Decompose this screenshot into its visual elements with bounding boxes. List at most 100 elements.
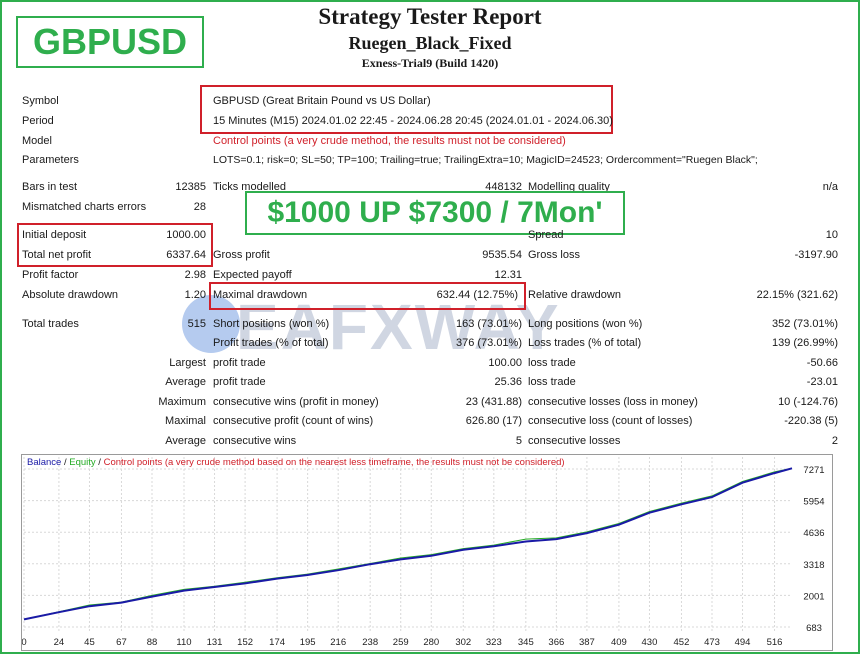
netprofit-label: Total net profit — [22, 249, 92, 261]
ticks-value: 448132 — [485, 181, 522, 193]
period-label: Period — [22, 115, 54, 127]
largest-pt-label: profit trade — [213, 357, 266, 369]
netprofit-value: 6337.64 — [166, 249, 206, 261]
x-tick-label: 45 — [84, 637, 95, 648]
maxdd-label: Maximal drawdown — [213, 289, 308, 301]
x-tick-label: 238 — [362, 637, 378, 648]
maxdd-value: 632.44 (12.75%) — [436, 289, 518, 301]
model-value: Control points (a very crude method, the… — [213, 135, 566, 147]
long-label: Long positions (won %) — [528, 318, 643, 330]
x-tick-label: 259 — [393, 637, 409, 648]
profittrades-value: 376 (73.01%) — [455, 337, 522, 349]
largest-label: Largest — [169, 357, 206, 369]
trades-value: 515 — [187, 318, 206, 330]
max-cl-value: 10 (-124.76) — [778, 396, 838, 408]
pair-badge: GBPUSD — [16, 16, 204, 68]
expert-name: Ruegen_Black_Fixed — [348, 33, 512, 53]
x-tick-label: 131 — [207, 637, 223, 648]
long-value: 352 (73.01%) — [771, 318, 838, 330]
balance-line — [23, 467, 793, 621]
x-tick-label: 409 — [611, 637, 627, 648]
average-pt-label: profit trade — [213, 376, 266, 388]
avg-label: Average — [165, 435, 206, 447]
x-tick-label: 280 — [423, 637, 439, 648]
payoff-label: Expected payoff — [213, 269, 292, 281]
maximal-cp-value: 626.80 (17) — [465, 415, 522, 427]
profittrades-label: Profit trades (% of total) — [213, 337, 329, 349]
maximal-cl-value: -220.38 (5) — [784, 415, 838, 427]
avg-cw-value: 5 — [515, 435, 522, 447]
x-tick-label: 24 — [54, 637, 65, 648]
legend-equity: Equity — [69, 457, 96, 468]
quality-label: Modelling quality — [528, 181, 610, 193]
x-tick-label: 110 — [176, 637, 191, 648]
legend-sep1: / — [61, 457, 70, 468]
grossloss-value: -3197.90 — [794, 249, 838, 261]
y-tick-label: 2001 — [803, 591, 824, 602]
x-tick-label: 366 — [548, 637, 564, 648]
x-tick-label: 452 — [674, 637, 690, 648]
largest-lt-label: loss trade — [528, 357, 576, 369]
maximum-label: Maximum — [158, 396, 206, 408]
maximal-cp-label: consecutive profit (count of wins) — [213, 415, 374, 427]
legend-note: Control points (a very crude method base… — [103, 457, 565, 468]
max-cl-label: consecutive losses (loss in money) — [528, 396, 698, 408]
x-tick-label: 88 — [147, 637, 158, 648]
x-tick-label: 174 — [269, 637, 285, 648]
x-tick-label: 0 — [22, 637, 27, 648]
payoff-value: 12.31 — [494, 269, 522, 281]
largest-pt-value: 100.00 — [488, 357, 522, 369]
average-lt-value: -23.01 — [806, 376, 838, 388]
balance-chart-svg: 0 24 45 67 88 110 131 152 174 195 216 238 259 280 302 3… — [21, 457, 825, 648]
bars-label: Bars in test — [22, 181, 78, 193]
symbol-label: Symbol — [22, 95, 59, 107]
max-cw-label: consecutive wins (profit in money) — [213, 396, 379, 408]
x-tick-label: 152 — [237, 637, 253, 648]
losstrades-value: 139 (26.99%) — [771, 337, 838, 349]
period-value: 15 Minutes (M15) 2024.01.02 22:45 - 2024… — [213, 115, 613, 127]
avg-cl-value: 2 — [831, 435, 838, 447]
x-tick-label: 473 — [704, 637, 720, 648]
short-label: Short positions (won %) — [213, 318, 330, 330]
y-tick-label: 4636 — [803, 528, 824, 539]
max-cw-value: 23 (431.88) — [465, 396, 522, 408]
symbol-period-highlight — [200, 85, 613, 134]
deposit-profit-highlight — [17, 223, 213, 267]
watermark-logo-icon — [182, 295, 240, 353]
absdd-label: Absolute drawdown — [22, 289, 119, 301]
y-tick-label: 5954 — [803, 497, 824, 508]
symbol-value: GBPUSD (Great Britain Pound vs US Dollar… — [213, 95, 431, 107]
largest-lt-value: -50.66 — [806, 357, 838, 369]
pf-value: 2.98 — [184, 269, 206, 281]
ticks-label: Ticks modelled — [213, 181, 286, 193]
grossloss-label: Gross loss — [528, 249, 580, 261]
x-tick-label: 516 — [767, 637, 783, 648]
deposit-value: 1000.00 — [166, 229, 206, 241]
balance-chart: 0 24 45 67 88 110 131 152 174 195 216 238 259 280 302 3… — [21, 454, 833, 651]
x-tick-label: 216 — [330, 637, 346, 648]
x-tick-label: 345 — [518, 637, 534, 648]
x-tick-label: 302 — [455, 637, 471, 648]
y-tick-label: 3318 — [803, 560, 824, 571]
parameters-label: Parameters — [22, 154, 79, 166]
quality-value: n/a — [822, 181, 838, 193]
losstrades-label: Loss trades (% of total) — [528, 337, 642, 349]
x-tick-label: 67 — [116, 637, 127, 648]
maximal-label: Maximal — [165, 415, 206, 427]
server-build: Exness-Trial9 (Build 1420) — [361, 56, 499, 70]
model-label: Model — [22, 135, 52, 147]
x-tick-label: 387 — [579, 637, 595, 648]
equity-line — [23, 467, 793, 620]
report-title: Strategy Tester Report — [318, 4, 542, 29]
x-tick-label: 323 — [486, 637, 502, 648]
grossprofit-value: 9535.54 — [482, 249, 522, 261]
deposit-label: Initial deposit — [22, 229, 87, 241]
pf-label: Profit factor — [22, 269, 79, 281]
mismatch-value: 28 — [193, 201, 206, 213]
chart-legend: Balance / Equity / Control points (a ver… — [27, 457, 565, 468]
short-value: 163 (73.01%) — [455, 318, 522, 330]
avg-cw-label: consecutive wins — [213, 435, 297, 447]
average-pt-value: 25.36 — [494, 376, 522, 388]
mismatch-label: Mismatched charts errors — [22, 201, 147, 213]
